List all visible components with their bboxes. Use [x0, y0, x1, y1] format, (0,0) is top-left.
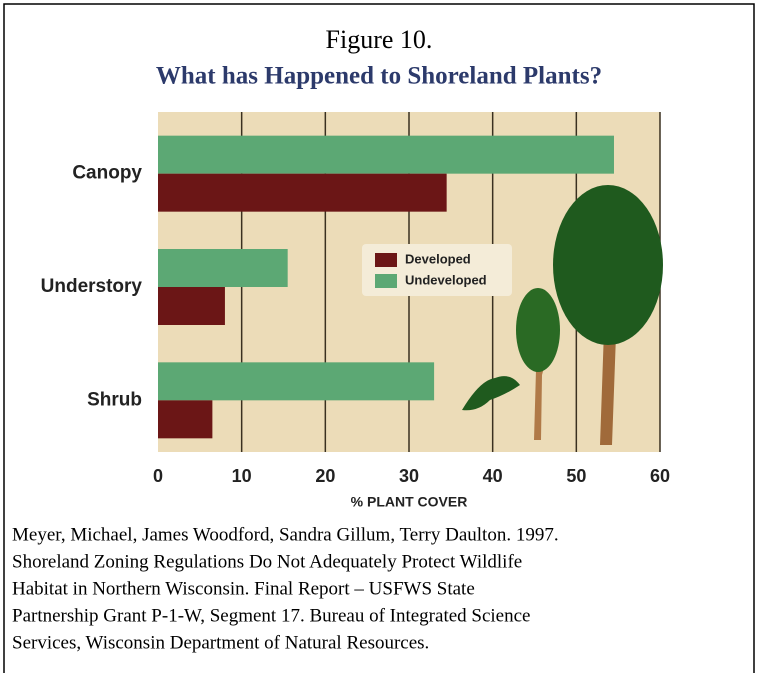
- citation-line: Services, Wisconsin Department of Natura…: [12, 632, 429, 653]
- legend-label: Developed: [405, 251, 471, 266]
- bar: [158, 400, 213, 439]
- bar: [158, 173, 447, 212]
- tree-illustration: [462, 185, 663, 445]
- citation-line: Partnership Grant P-1-W, Segment 17. Bur…: [12, 605, 530, 626]
- bar: [158, 362, 435, 401]
- y-tick-label: Canopy: [72, 163, 142, 184]
- x-tick-label: 10: [232, 466, 252, 486]
- citation-line: Habitat in Northern Wisconsin. Final Rep…: [12, 578, 475, 599]
- legend-swatch: [375, 253, 397, 267]
- bar: [158, 135, 614, 174]
- bar: [158, 249, 288, 287]
- citation-line: Meyer, Michael, James Woodford, Sandra G…: [12, 524, 559, 545]
- frame: [3, 3, 755, 673]
- y-tick-label: Shrub: [87, 389, 142, 410]
- citation-line: Shoreland Zoning Regulations Do Not Adeq…: [12, 551, 522, 572]
- chart-title: Figure 10.: [326, 25, 433, 54]
- bar: [158, 287, 225, 325]
- legend: Developed Undeveloped: [362, 244, 512, 296]
- x-tick-label: 50: [566, 466, 586, 486]
- x-axis-label: % PLANT COVER: [351, 494, 468, 510]
- y-tick-label: Understory: [41, 276, 143, 297]
- chart-subtitle: What has Happened to Shoreland Plants?: [156, 63, 602, 90]
- legend-swatch: [375, 274, 397, 288]
- legend-label: Undeveloped: [405, 272, 487, 287]
- x-tick-label: 0: [153, 466, 163, 486]
- x-tick-label: 60: [650, 466, 670, 486]
- x-tick-label: 40: [483, 466, 503, 486]
- legend-box: [362, 244, 512, 296]
- x-tick-label: 20: [315, 466, 335, 486]
- x-tick-label: 30: [399, 466, 419, 486]
